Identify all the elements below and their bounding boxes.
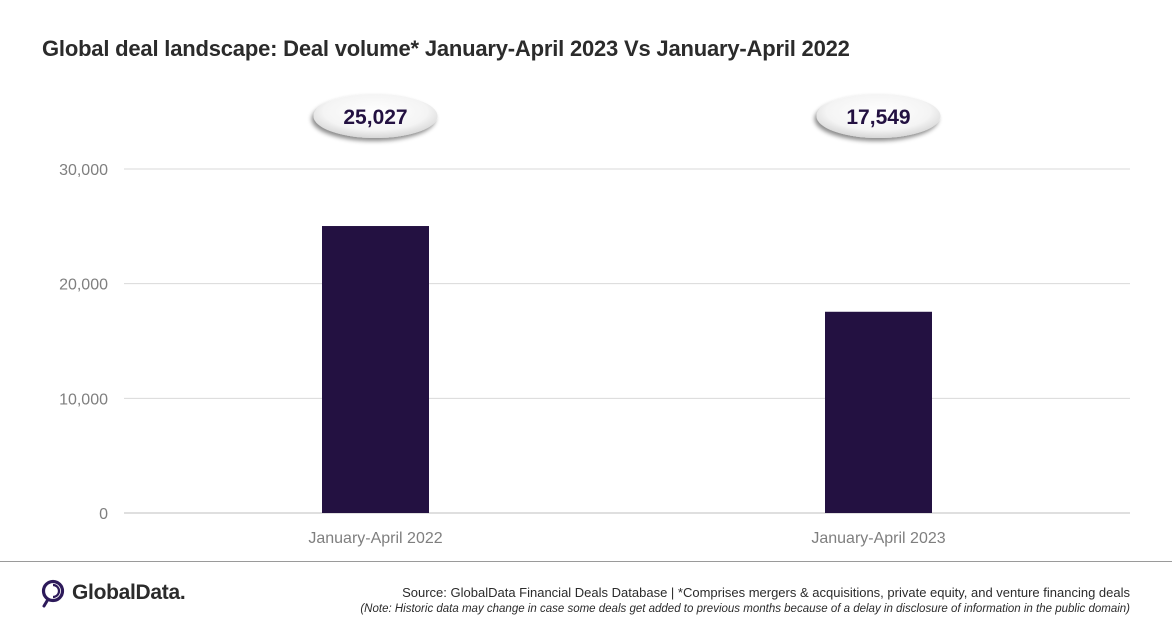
bar (322, 226, 429, 513)
value-label-text: 17,549 (846, 106, 910, 129)
value-label-bubble (816, 94, 941, 138)
footer-divider (0, 561, 1172, 562)
y-tick-label: 0 (99, 506, 108, 523)
x-tick-label: January-April 2023 (811, 530, 945, 547)
value-label-text: 25,027 (343, 106, 407, 129)
gridlines (124, 168, 1130, 514)
y-axis-ticks: 0 10,000 20,000 30,000 (59, 162, 108, 523)
y-tick-label: 30,000 (59, 162, 108, 179)
globaldata-logo: GlobalData. (40, 578, 186, 608)
logo-text: GlobalData. (72, 581, 186, 604)
note-text: (Note: Historic data may change in case … (360, 603, 1130, 615)
value-label-bubble (313, 94, 438, 138)
y-tick-label: 10,000 (59, 391, 108, 408)
source-text: Source: GlobalData Financial Deals Datab… (402, 585, 1130, 600)
y-tick-label: 20,000 (59, 277, 108, 294)
value-label: 25,027 (313, 94, 438, 138)
value-labels: 25,027 17,549 (313, 94, 941, 138)
x-tick-label: January-April 2022 (308, 530, 442, 547)
value-label: 17,549 (816, 94, 941, 138)
chart-title: Global deal landscape: Deal volume* Janu… (42, 36, 850, 61)
x-axis-ticks: January-April 2022 January-April 2023 (308, 530, 945, 547)
globaldata-logo-icon (41, 579, 65, 608)
bars (322, 226, 932, 513)
bar (825, 311, 932, 513)
